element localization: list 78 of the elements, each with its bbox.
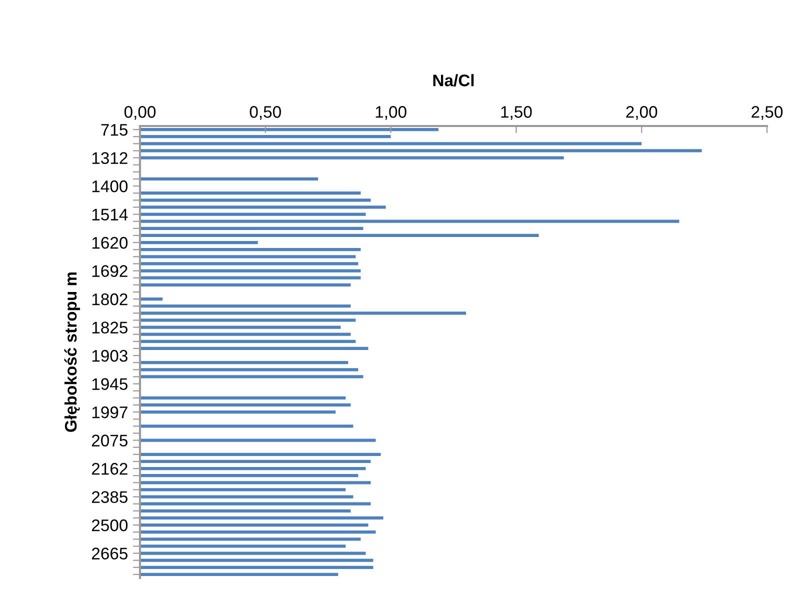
y-tick-label: 2385 <box>92 491 128 503</box>
y-tick-label: 1620 <box>92 236 128 249</box>
bar <box>140 276 361 280</box>
bar <box>140 558 374 562</box>
y-tick-label: 2665 <box>92 548 128 560</box>
bar <box>140 212 366 216</box>
x-axis-title: Na/Cl <box>433 74 474 86</box>
bar <box>140 346 368 350</box>
bar <box>140 566 374 569</box>
y-tick-label: 2162 <box>92 462 128 475</box>
bar <box>140 318 356 322</box>
y-tick-label: 1400 <box>92 180 128 192</box>
bar <box>140 544 346 548</box>
y-tick-label: 1825 <box>92 322 128 334</box>
bar <box>140 220 680 223</box>
bar <box>140 516 384 520</box>
y-tick-label: 2500 <box>92 519 128 532</box>
bar <box>140 312 466 315</box>
bar <box>140 538 361 541</box>
x-tick-label: 2,50 <box>752 106 783 120</box>
bar <box>140 234 539 238</box>
bar <box>140 452 381 456</box>
y-tick-label: 1945 <box>92 378 128 390</box>
bar <box>140 326 341 329</box>
bar <box>140 466 366 470</box>
y-tick-label: 1692 <box>92 265 128 277</box>
bar <box>140 248 361 252</box>
bar <box>140 502 371 506</box>
bar <box>140 572 338 576</box>
bar <box>140 177 318 181</box>
bar <box>140 149 702 152</box>
y-tick-label: 2075 <box>92 434 128 446</box>
bar <box>140 403 351 407</box>
bar <box>140 297 163 301</box>
bar <box>140 410 336 414</box>
bar <box>140 156 564 160</box>
bar <box>140 255 356 258</box>
bar <box>140 269 361 272</box>
bar <box>140 226 364 230</box>
x-tick-label: 0,50 <box>250 106 281 120</box>
bar <box>140 128 438 132</box>
bar <box>140 481 371 484</box>
y-axis-title: Głębokość stropu m <box>64 272 80 432</box>
y-tick-label: 1802 <box>92 293 128 306</box>
bar <box>140 192 361 195</box>
bar <box>140 460 371 464</box>
x-tick-label: 1,00 <box>376 106 406 120</box>
bar <box>140 474 358 478</box>
x-tick-label: 1,50 <box>501 106 532 120</box>
x-tick-label: 0,00 <box>124 106 156 120</box>
bar <box>140 283 351 286</box>
y-tick-label: 1997 <box>92 406 128 418</box>
bar <box>140 198 371 202</box>
bar <box>140 509 351 512</box>
y-tick-label: 1903 <box>92 350 128 362</box>
bar <box>140 240 258 244</box>
bar <box>140 135 391 138</box>
y-tick-label: 715 <box>101 124 128 136</box>
y-tick-label: 1514 <box>92 208 128 220</box>
bar <box>140 332 351 336</box>
bar <box>140 361 348 364</box>
bar <box>140 375 364 378</box>
bar <box>140 523 368 527</box>
bar <box>140 142 642 146</box>
bar <box>140 262 358 266</box>
bar <box>140 424 354 428</box>
bar <box>140 340 356 343</box>
x-tick-label: 2,00 <box>626 106 658 120</box>
bar <box>140 495 354 498</box>
bar <box>140 206 386 209</box>
bar <box>140 304 351 308</box>
bar <box>140 552 366 555</box>
bar <box>140 438 376 442</box>
y-tick-label: 1312 <box>92 152 128 164</box>
bar <box>140 530 376 534</box>
bar <box>140 396 346 400</box>
bar <box>140 488 346 492</box>
bar <box>140 368 358 372</box>
